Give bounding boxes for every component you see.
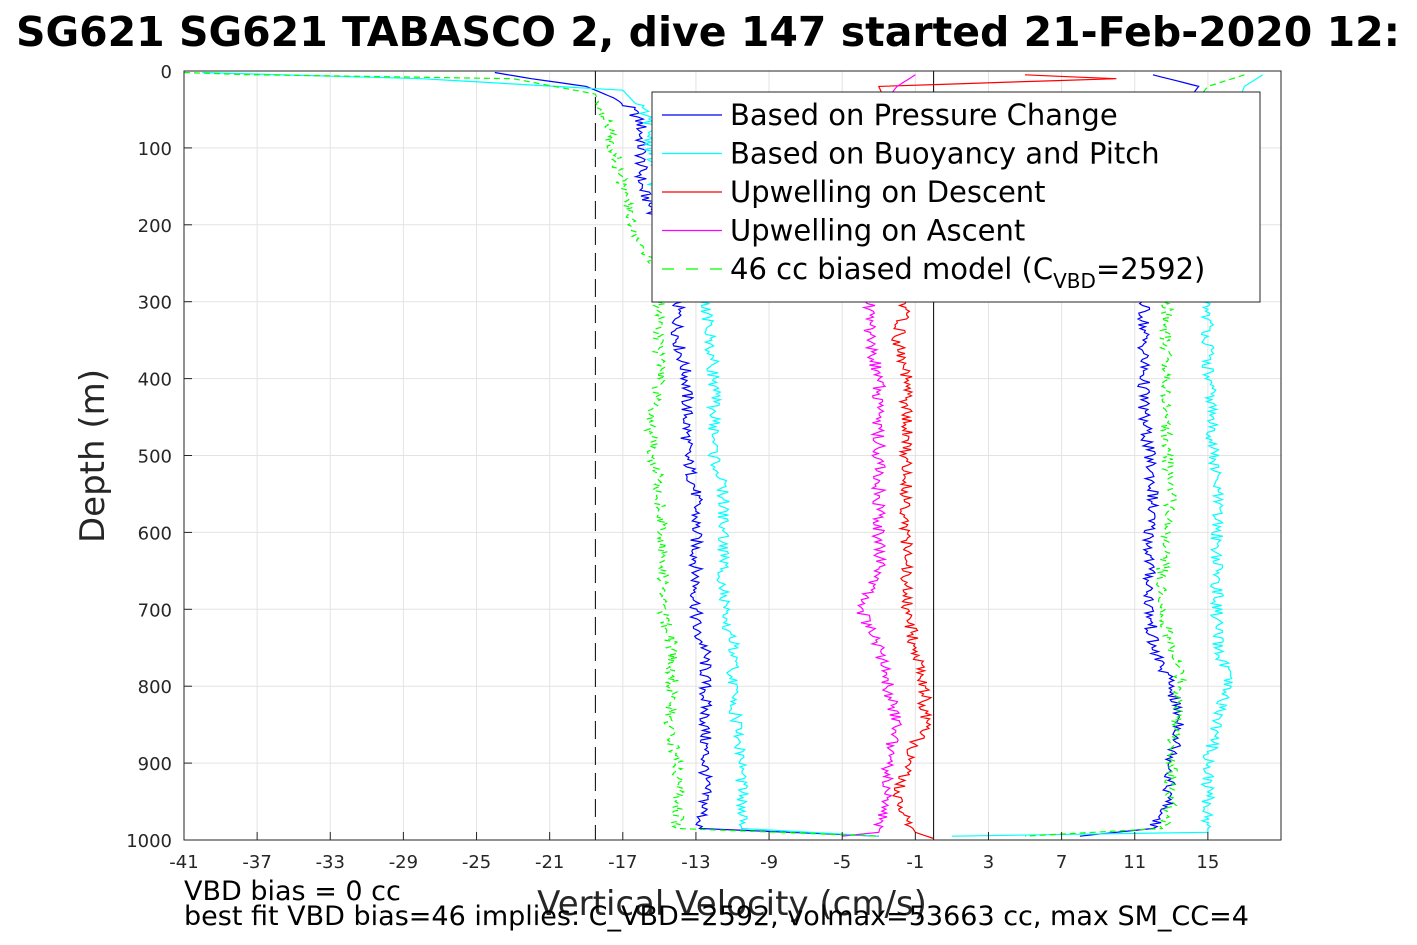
- y-tick-label: 400: [138, 370, 172, 391]
- y-tick-label: 300: [138, 293, 172, 314]
- y-axis-label: Depth (m): [73, 369, 113, 543]
- y-tick-label: 200: [138, 216, 172, 237]
- legend-label: Upwelling on Ascent: [730, 214, 1025, 248]
- series-line-5-descent: [183, 71, 879, 837]
- y-tick-label: 100: [138, 139, 172, 160]
- y-tick-label: 800: [138, 677, 172, 698]
- x-tick-label: 11: [1123, 852, 1146, 873]
- vbd-bias-note: VBD bias = 0 cc: [184, 876, 401, 907]
- y-tick-label: 1000: [126, 831, 172, 852]
- y-tick-label: 600: [138, 523, 172, 544]
- x-tick-label: -21: [535, 852, 564, 873]
- legend-box: [651, 91, 1261, 303]
- x-tick-label: 15: [1196, 852, 1219, 873]
- x-tick-label: 7: [1056, 852, 1067, 873]
- x-tick-label: -29: [389, 852, 418, 873]
- legend-label: 46 cc biased model (CVBD=2592): [730, 252, 1205, 293]
- x-tick-label: -37: [242, 852, 271, 873]
- y-tick-label: 700: [138, 600, 172, 621]
- best-fit-note: best fit VBD bias=46 implies: C_VBD=2592…: [184, 901, 1249, 932]
- x-tick-label: -17: [608, 852, 637, 873]
- x-tick-label: 3: [983, 852, 994, 873]
- x-tick-label: -41: [169, 852, 198, 873]
- x-tick-label: -33: [316, 852, 345, 873]
- y-tick-label: 900: [138, 754, 172, 775]
- x-tick-label: -25: [462, 852, 491, 873]
- chart-title: SG621 SG621 TABASCO 2, dive 147 started …: [16, 8, 1400, 56]
- x-tick-label: -9: [760, 852, 778, 873]
- series-line-1-descent: [494, 71, 879, 837]
- x-axis-label: Vertical Velocity (cm/s): [537, 884, 927, 924]
- legend-label: Based on Pressure Change: [730, 98, 1118, 132]
- y-tick-label: 0: [161, 62, 172, 83]
- y-axis-ticks: 0 100 200 300 400 500 600 700 800 900 1000: [126, 62, 192, 852]
- legend-label: Upwelling on Descent: [730, 175, 1046, 209]
- y-tick-label: 500: [138, 447, 172, 468]
- legend-label: Based on Buoyancy and Pitch: [730, 137, 1160, 171]
- x-axis-ticks: -41 -37 -33 -29 -25 -21 -17 -13 -9 -5 -1 3 7 11 15: [169, 832, 1219, 873]
- x-tick-label: -5: [833, 852, 851, 873]
- legend: Based on Pressure Change Based on Buoyanc…: [651, 91, 1261, 303]
- x-tick-label: -1: [906, 852, 924, 873]
- x-tick-label: -13: [681, 852, 710, 873]
